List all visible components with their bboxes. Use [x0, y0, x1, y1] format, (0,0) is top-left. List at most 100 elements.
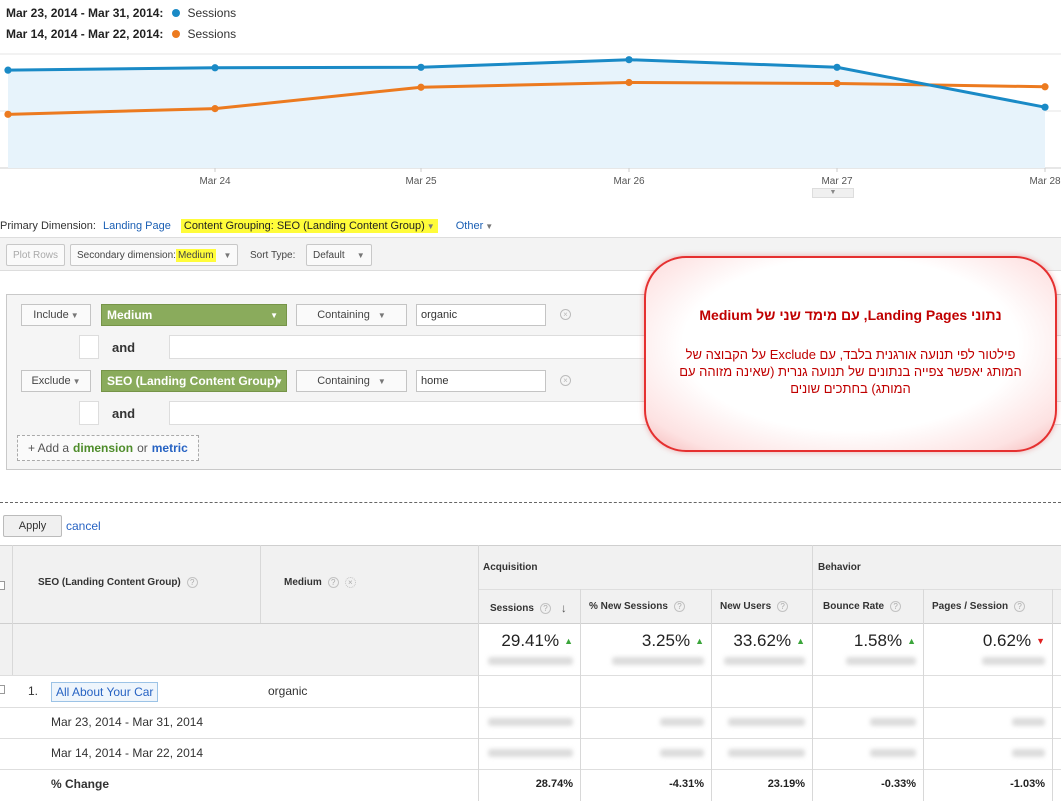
help-icon[interactable]: ? — [1014, 601, 1026, 612]
col-header-label: Bounce Rate — [823, 601, 885, 612]
trend-up-icon: ▲ — [564, 636, 573, 646]
chart-resize-handle[interactable]: ▼ — [812, 188, 854, 198]
callout-title: נתוני Landing Pages, עם מימד שני של Medi… — [699, 307, 1002, 323]
remove-filter-icon[interactable]: × — [560, 375, 571, 386]
divider — [711, 589, 712, 801]
col-header-new-sessions[interactable]: % New Sessions? — [589, 601, 685, 612]
date-row-previous: Mar 14, 2014 - Mar 22, 2014 — [51, 746, 204, 760]
filter-value-input[interactable]: organic — [416, 304, 546, 326]
legend-previous: Mar 14, 2014 - Mar 22, 2014: Sessions — [6, 27, 236, 41]
change-sessions: 28.74% — [535, 778, 573, 790]
redacted-value — [660, 749, 704, 757]
remove-dimension-icon[interactable]: × — [344, 577, 356, 588]
cancel-link[interactable]: cancel — [66, 519, 101, 533]
row-checkbox[interactable] — [0, 685, 5, 694]
add-dimension-or-metric-button[interactable]: + Add a dimension or metric — [17, 435, 199, 461]
sort-desc-icon[interactable]: ↓ — [560, 601, 567, 615]
sessions-chart[interactable]: Mar 24 Mar 25 Mar 26 Mar 27 Mar 28 — [0, 48, 1061, 193]
add-metric-link[interactable]: metric — [151, 441, 188, 455]
col-header-sessions[interactable]: Sessions? ↓ — [490, 601, 567, 615]
redacted-value — [488, 749, 573, 757]
primary-dim-content-grouping[interactable]: Content Grouping: SEO (Landing Content G… — [180, 219, 438, 233]
legend-series: Sessions — [187, 27, 237, 41]
date-row-current: Mar 23, 2014 - Mar 31, 2014 — [51, 715, 204, 729]
total-new-users: 33.62% ▲ — [713, 631, 805, 651]
chevron-down-icon: ▼ — [356, 250, 365, 260]
change-new-users: 23.19% — [767, 778, 805, 790]
filter-match-label: Containing — [317, 375, 370, 387]
x-tick-label: Mar 26 — [613, 176, 645, 187]
data-point — [211, 64, 219, 72]
redacted-value — [724, 657, 805, 665]
row-group-link[interactable]: All About Your Car — [51, 682, 159, 702]
chevron-down-icon: ▼ — [72, 376, 81, 386]
total-value: 0.62% — [982, 631, 1032, 650]
divider — [0, 738, 1061, 739]
filter-match-dropdown[interactable]: Containing ▼ — [296, 304, 407, 326]
x-tick-label: Mar 28 — [1029, 176, 1061, 187]
trend-up-icon: ▲ — [907, 636, 916, 646]
change-row-label: % Change — [51, 777, 110, 791]
filter-value-input[interactable]: home — [416, 370, 546, 392]
total-value: 33.62% — [733, 631, 792, 650]
remove-filter-icon[interactable]: × — [560, 309, 571, 320]
chevron-down-icon: ▼ — [270, 310, 278, 320]
add-prefix: + Add a — [28, 441, 70, 455]
divider — [12, 545, 13, 675]
redacted-value — [488, 718, 573, 726]
primary-dim-landing-page[interactable]: Landing Page — [102, 220, 171, 232]
divider — [0, 545, 1061, 546]
trend-down-icon: ▼ — [1036, 636, 1045, 646]
redacted-value — [870, 718, 916, 726]
and-row-spacer — [79, 401, 99, 425]
data-point — [1041, 83, 1049, 91]
help-icon[interactable]: ? — [327, 577, 339, 588]
series-area — [8, 59, 1045, 169]
col-header-bounce-rate[interactable]: Bounce Rate? — [823, 601, 902, 612]
filter-exclude-dropdown[interactable]: Exclude ▼ — [21, 370, 91, 392]
col-header-medium[interactable]: Medium? × — [284, 577, 356, 588]
help-icon[interactable]: ? — [673, 601, 685, 612]
filter-include-dropdown[interactable]: Include ▼ — [21, 304, 91, 326]
help-icon[interactable]: ? — [890, 601, 902, 612]
add-or: or — [137, 441, 148, 455]
col-header-seo-group[interactable]: SEO (Landing Content Group)? — [38, 577, 198, 588]
plot-rows-button[interactable]: Plot Rows — [6, 244, 66, 266]
data-table: SEO (Landing Content Group)? Medium? × Ac… — [0, 545, 1061, 801]
filter-dimension-seo-group[interactable]: SEO (Landing Content Group) ▼ — [101, 370, 287, 392]
redacted-value — [1012, 749, 1045, 757]
filter-match-dropdown[interactable]: Containing ▼ — [296, 370, 407, 392]
legend-current: Mar 23, 2014 - Mar 31, 2014: Sessions — [6, 6, 236, 20]
secondary-dimension-dropdown[interactable]: Secondary dimension: Medium ▼ — [70, 244, 239, 266]
annotation-callout: נתוני Landing Pages, עם מימד שני של Medi… — [644, 256, 1057, 452]
chevron-down-icon: ▼ — [377, 376, 386, 386]
apply-button[interactable]: Apply — [3, 515, 62, 537]
data-point — [211, 105, 219, 113]
primary-dim-other[interactable]: Other ▼ — [456, 220, 493, 232]
col-header-pages-session[interactable]: Pages / Session? — [932, 601, 1026, 612]
sort-type-label: Sort Type: — [250, 250, 296, 261]
total-new-sessions: 3.25% ▲ — [582, 631, 704, 651]
filter-dimension-medium[interactable]: Medium ▼ — [101, 304, 287, 326]
sort-type-value: Default — [313, 249, 345, 261]
sort-type-dropdown[interactable]: Default ▼ — [306, 244, 372, 266]
help-icon[interactable]: ? — [777, 601, 789, 612]
col-header-label: SEO (Landing Content Group) — [38, 577, 181, 588]
select-all-checkbox[interactable] — [0, 581, 5, 590]
series-line — [7, 58, 1046, 109]
divider — [260, 545, 261, 623]
legend-range: Mar 23, 2014 - Mar 31, 2014: — [6, 6, 164, 20]
add-dimension-link[interactable]: dimension — [73, 441, 134, 455]
chevron-down-icon: ▼ — [485, 222, 494, 231]
series-dot-icon — [172, 9, 181, 17]
col-header-label: New Users — [720, 601, 772, 612]
divider — [0, 623, 1061, 624]
col-header-new-users[interactable]: New Users? — [720, 601, 789, 612]
col-header-label: Pages / Session — [932, 601, 1009, 612]
primary-dimension-bar: Primary Dimension: Landing Page Content … — [0, 218, 493, 234]
chevron-down-icon: ▼ — [377, 310, 386, 320]
and-row-spacer — [79, 335, 99, 359]
help-icon[interactable]: ? — [186, 577, 198, 588]
redacted-value — [728, 718, 805, 726]
help-icon[interactable]: ? — [539, 602, 551, 614]
